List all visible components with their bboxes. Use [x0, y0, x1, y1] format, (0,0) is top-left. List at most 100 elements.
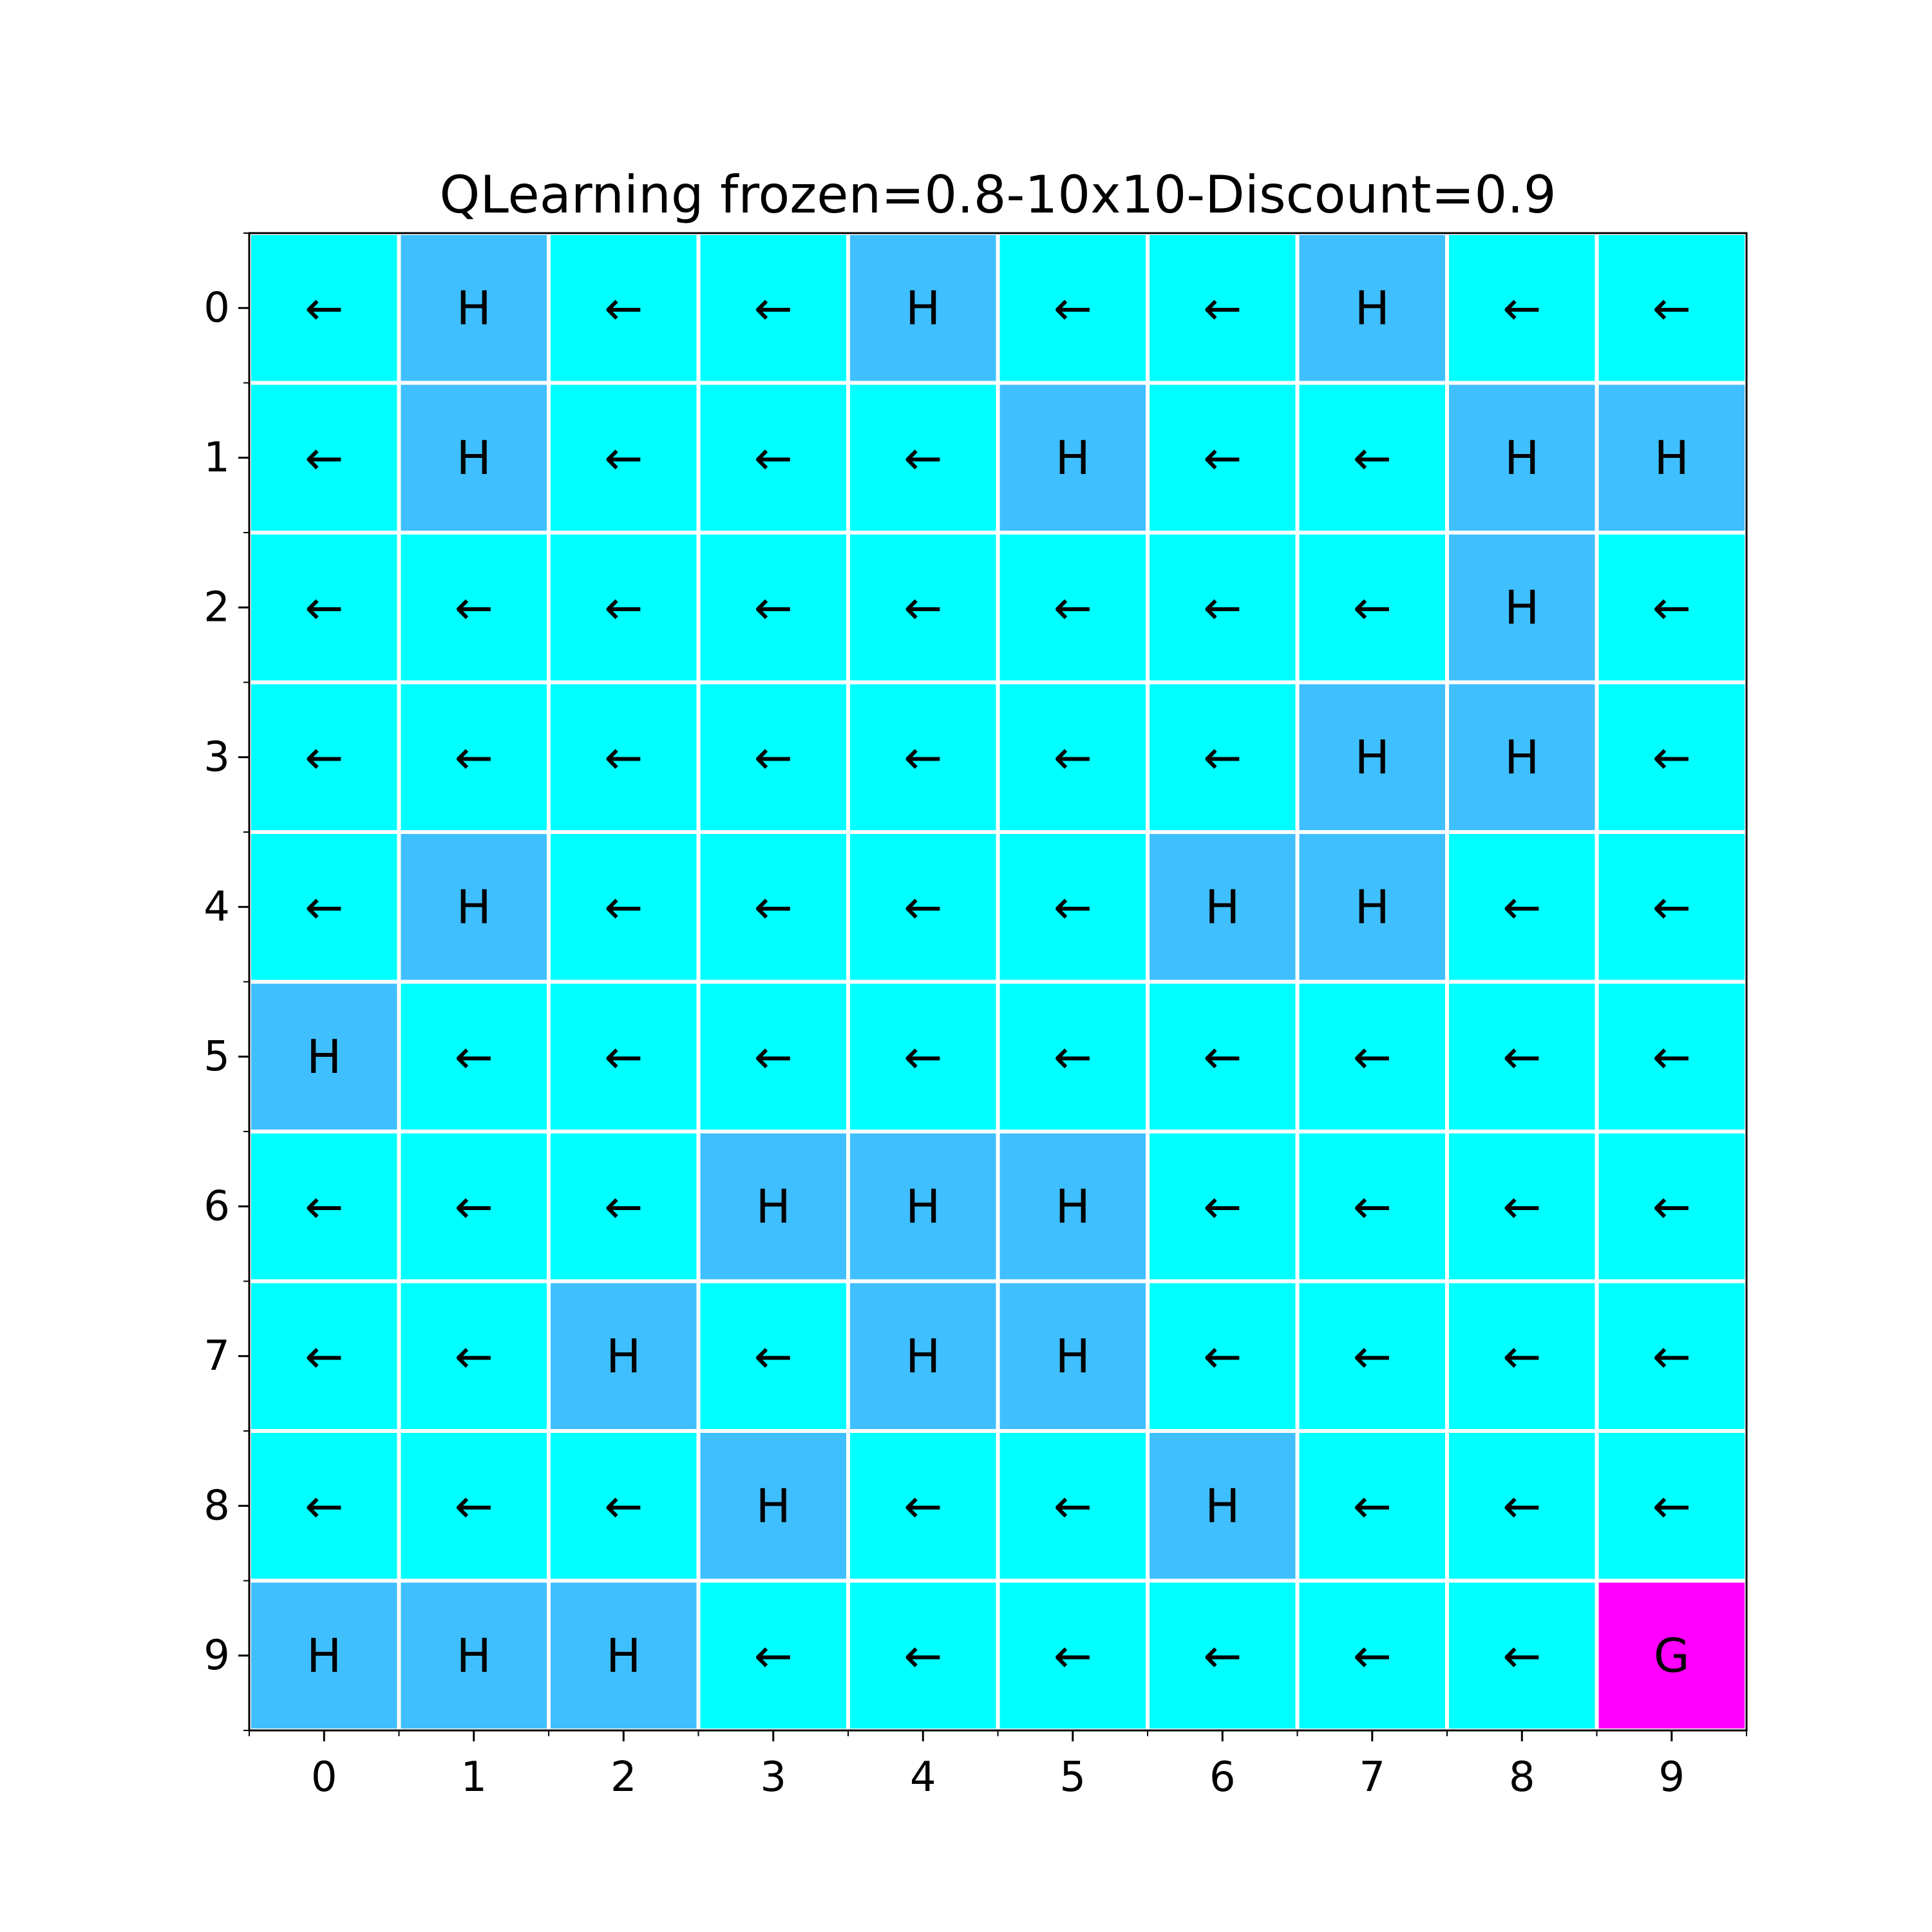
- cell-label-r7-c3: ←: [754, 1329, 793, 1383]
- cell-label-r3-c1: ←: [455, 730, 493, 784]
- cell-hole-r2-c8: [1445, 531, 1599, 685]
- cell-label-r5-c2: ←: [604, 1030, 643, 1084]
- cell-label-r8-c8: ←: [1502, 1479, 1541, 1533]
- cell-label-r7-c7: ←: [1353, 1329, 1392, 1383]
- cell-label-r8-c4: ←: [904, 1479, 942, 1533]
- cell-frozen-r7-c6: [1146, 1279, 1300, 1433]
- cell-frozen-r2-c2: [547, 531, 701, 685]
- cell-hole-r5-c0: [247, 980, 401, 1133]
- cell-label-r5-c6: ←: [1203, 1030, 1242, 1084]
- cell-hole-r6-c3: [696, 1130, 850, 1283]
- cell-label-r9-c0: H: [307, 1629, 341, 1683]
- cell-label-r7-c4: H: [905, 1329, 940, 1383]
- cell-label-r4-c5: ←: [1054, 880, 1092, 934]
- cell-frozen-r3-c9: [1595, 680, 1748, 834]
- cell-hole-r8-c6: [1146, 1429, 1300, 1583]
- cell-label-r6-c9: ←: [1653, 1179, 1691, 1233]
- cell-frozen-r7-c3: [696, 1279, 850, 1433]
- cell-frozen-r2-c0: [247, 531, 401, 685]
- cell-label-r0-c2: ←: [604, 281, 643, 335]
- x-tick-label: 5: [1059, 1754, 1086, 1801]
- cell-label-r0-c3: ←: [754, 281, 793, 335]
- cell-frozen-r6-c7: [1295, 1130, 1449, 1283]
- cell-label-r0-c0: ←: [305, 281, 343, 335]
- cell-label-r5-c3: ←: [754, 1030, 793, 1084]
- cell-labels-layer: ← H ← ← H ← ← H ← ← ← H ← ← ← H ← ← H H ← ← ← ← ← ← ← ← H ← ← ← ← ← ← ← ← H H ←…: [305, 281, 1691, 1683]
- cell-frozen-r5-c5: [996, 980, 1150, 1133]
- cell-label-r7-c2: H: [606, 1329, 641, 1383]
- cell-frozen-r0-c9: [1595, 231, 1748, 385]
- cell-label-r2-c8: H: [1504, 580, 1539, 634]
- cell-label-r2-c3: ←: [754, 580, 793, 634]
- cell-label-r5-c8: ←: [1502, 1030, 1541, 1084]
- cell-label-r4-c8: ←: [1502, 880, 1541, 934]
- cell-frozen-r8-c2: [547, 1429, 701, 1583]
- axis-ticks-layer: 0 1 2 3 4 5 6 7 8 9 0 1 2 3 4 5 6 7 8 9: [204, 232, 1747, 1801]
- cell-frozen-r1-c7: [1295, 381, 1449, 535]
- cell-frozen-r2-c6: [1146, 531, 1300, 685]
- cell-hole-r7-c4: [846, 1279, 1000, 1433]
- cell-frozen-r7-c1: [397, 1279, 551, 1433]
- cell-hole-r4-c1: [397, 830, 551, 984]
- cell-frozen-r9-c8: [1445, 1578, 1599, 1732]
- cell-frozen-r2-c1: [397, 531, 551, 685]
- cell-label-r3-c9: ←: [1653, 730, 1691, 784]
- cell-label-r6-c4: H: [905, 1179, 940, 1233]
- cell-label-r0-c7: H: [1355, 281, 1390, 335]
- cell-label-r2-c5: ←: [1054, 580, 1092, 634]
- cell-hole-r1-c8: [1445, 381, 1599, 535]
- y-tick-label: 3: [204, 734, 230, 781]
- cell-hole-r1-c1: [397, 381, 551, 535]
- y-tick-label: 0: [204, 284, 230, 332]
- cell-frozen-r3-c5: [996, 680, 1150, 834]
- cell-label-r3-c4: ←: [904, 730, 942, 784]
- cell-hole-r4-c6: [1146, 830, 1300, 984]
- cell-label-r7-c1: ←: [455, 1329, 493, 1383]
- cell-label-r5-c9: ←: [1653, 1030, 1691, 1084]
- cell-label-r8-c2: ←: [604, 1479, 643, 1533]
- y-tick-label: 7: [204, 1332, 230, 1380]
- cell-label-r8-c7: ←: [1353, 1479, 1392, 1533]
- y-tick-label: 9: [204, 1632, 230, 1680]
- cell-frozen-r8-c8: [1445, 1429, 1599, 1583]
- cell-frozen-r8-c4: [846, 1429, 1000, 1583]
- cell-label-r6-c0: ←: [305, 1179, 343, 1233]
- y-tick-label: 8: [204, 1482, 230, 1530]
- cell-label-r0-c5: ←: [1054, 281, 1092, 335]
- cell-label-r1-c8: H: [1504, 431, 1539, 485]
- cell-label-r3-c8: H: [1504, 730, 1539, 784]
- cell-label-r6-c5: H: [1056, 1179, 1090, 1233]
- y-tick-label: 4: [204, 883, 230, 931]
- cell-frozen-r9-c6: [1146, 1578, 1300, 1732]
- cell-hole-r0-c7: [1295, 231, 1449, 385]
- cell-label-r1-c9: H: [1654, 431, 1689, 485]
- cell-hole-r1-c9: [1595, 381, 1748, 535]
- cell-label-r9-c5: ←: [1054, 1629, 1092, 1683]
- x-tick-label: 3: [760, 1754, 786, 1801]
- cell-label-r6-c3: H: [756, 1179, 791, 1233]
- cell-frozen-r0-c5: [996, 231, 1150, 385]
- cell-label-r7-c9: ←: [1653, 1329, 1691, 1383]
- cell-label-r2-c2: ←: [604, 580, 643, 634]
- cell-frozen-r4-c5: [996, 830, 1150, 984]
- cell-label-r7-c6: ←: [1203, 1329, 1242, 1383]
- y-tick-label: 1: [204, 434, 230, 482]
- cell-frozen-r7-c7: [1295, 1279, 1449, 1433]
- cell-frozen-r1-c3: [696, 381, 850, 535]
- chart-title: QLearning frozen=0.8-10x10-Discount=0.9: [439, 165, 1556, 225]
- cell-label-r1-c2: ←: [604, 431, 643, 485]
- cell-hole-r4-c7: [1295, 830, 1449, 984]
- x-tick-label: 4: [910, 1754, 936, 1801]
- cell-hole-r6-c5: [996, 1130, 1150, 1283]
- cell-label-r9-c4: ←: [904, 1629, 942, 1683]
- cell-frozen-r2-c7: [1295, 531, 1449, 685]
- cell-label-r1-c6: ←: [1203, 431, 1242, 485]
- cell-label-r6-c7: ←: [1353, 1179, 1392, 1233]
- cell-label-r1-c4: ←: [904, 431, 942, 485]
- cell-frozen-r6-c6: [1146, 1130, 1300, 1283]
- cell-label-r9-c3: ←: [754, 1629, 793, 1683]
- y-tick-label: 6: [204, 1182, 230, 1230]
- x-tick-label: 9: [1658, 1754, 1685, 1801]
- cell-frozen-r8-c7: [1295, 1429, 1449, 1583]
- cell-hole-r7-c2: [547, 1279, 701, 1433]
